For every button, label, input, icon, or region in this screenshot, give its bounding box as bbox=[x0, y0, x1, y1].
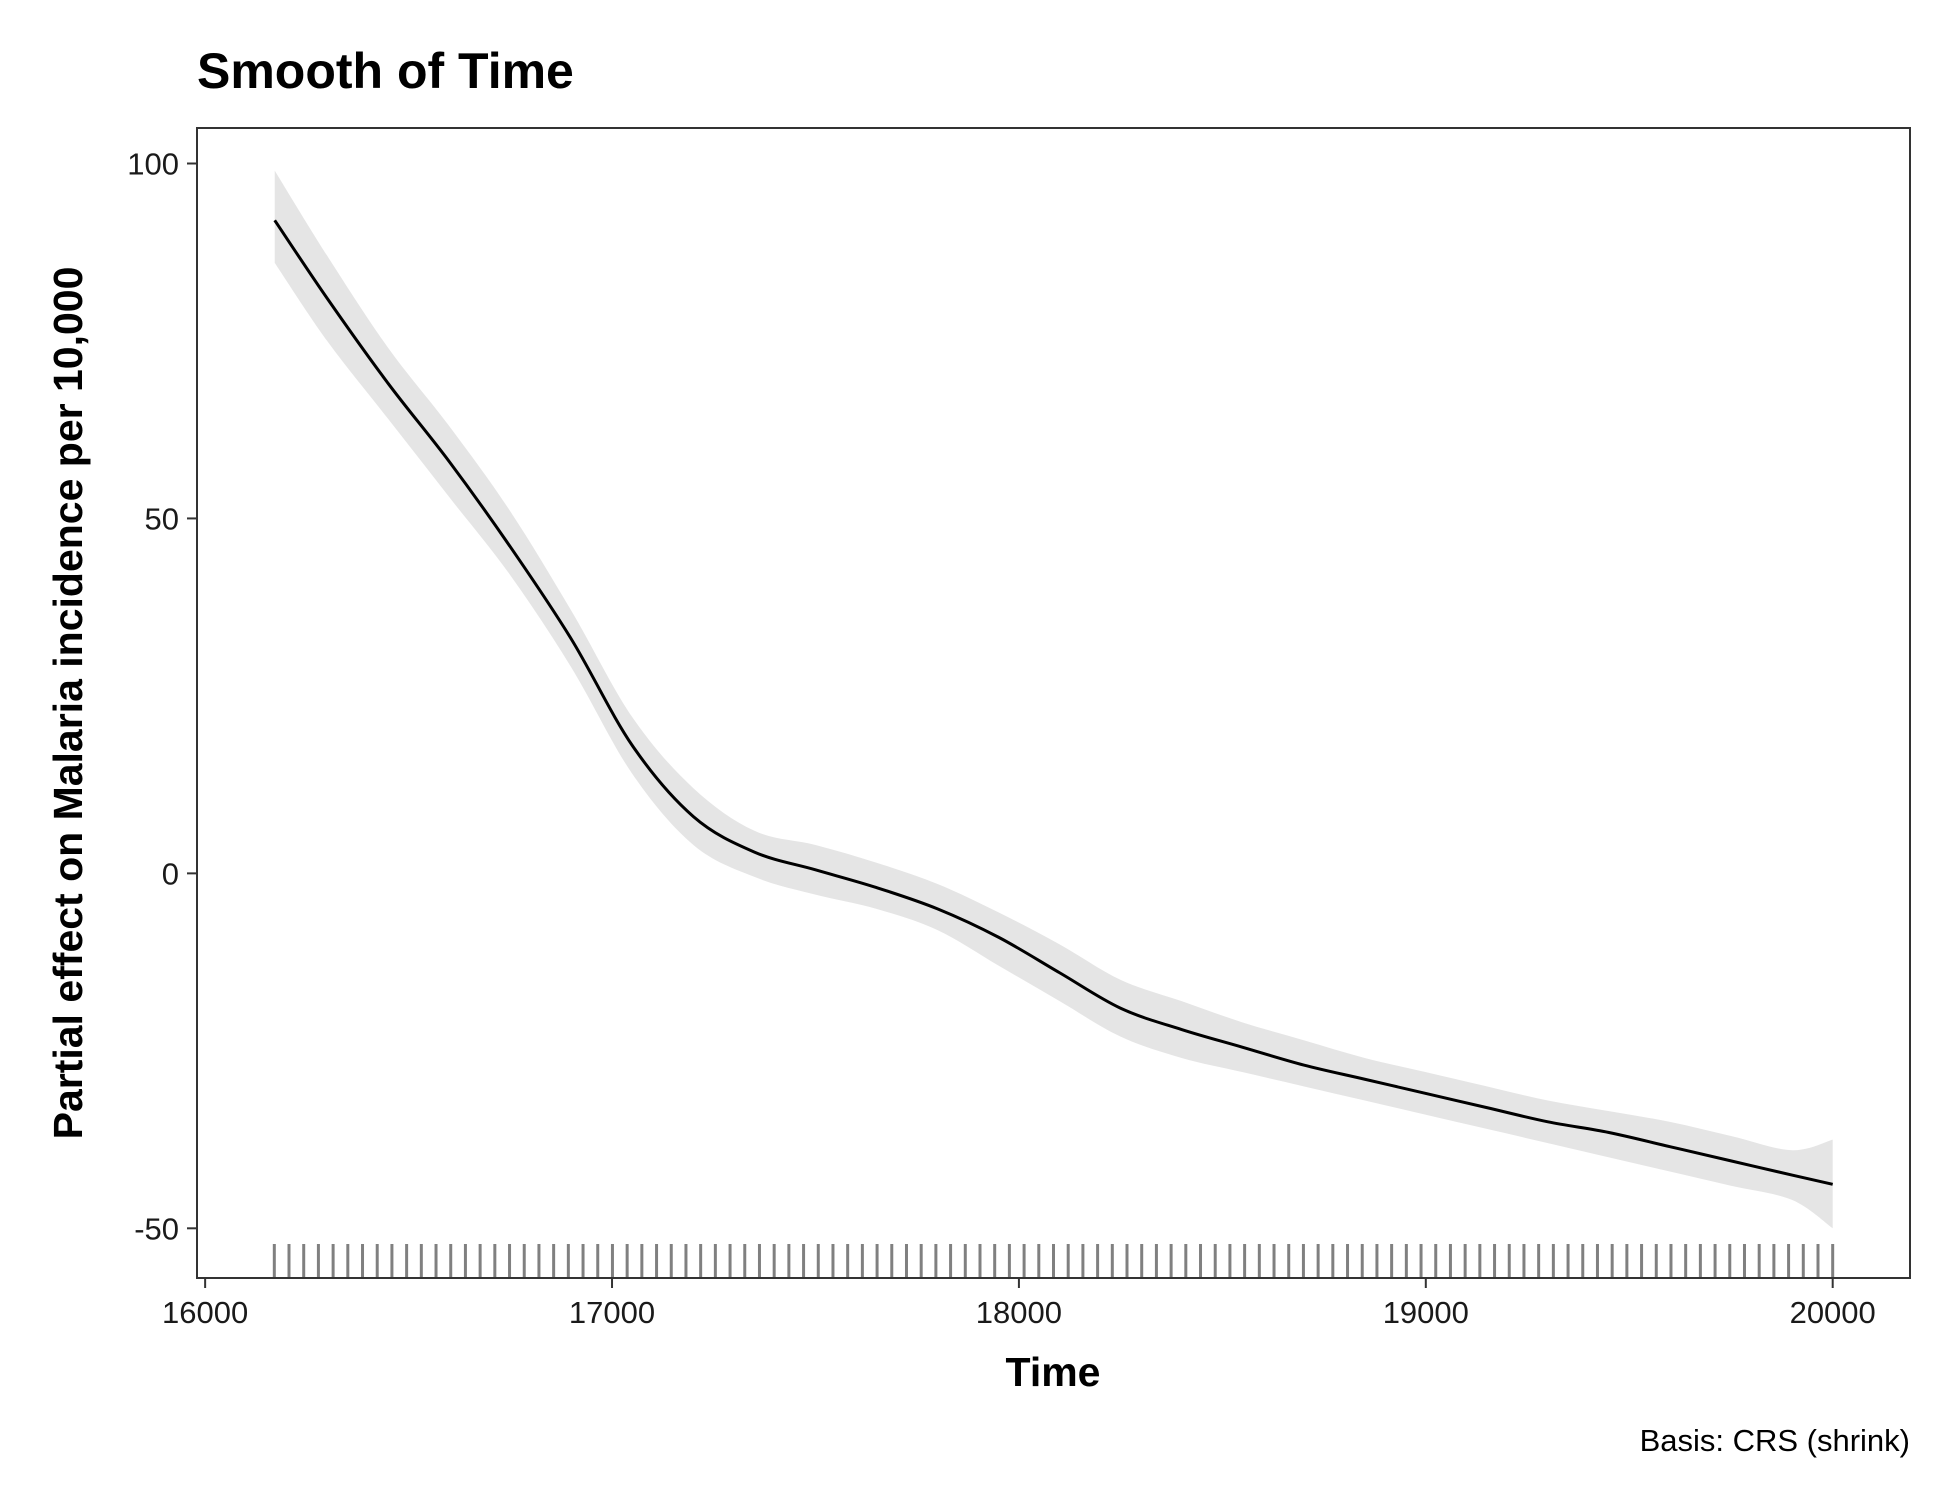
x-tick-label: 16000 bbox=[162, 1295, 248, 1330]
x-tick-label: 19000 bbox=[1383, 1295, 1469, 1330]
y-axis: -50 0 50 100 bbox=[127, 146, 197, 1246]
x-axis: 16000 17000 18000 19000 20000 bbox=[162, 1278, 1876, 1330]
y-tick-label: 100 bbox=[127, 146, 179, 181]
x-tick-label: 17000 bbox=[569, 1295, 655, 1330]
y-tick-label: 50 bbox=[145, 501, 179, 536]
confidence-band bbox=[274, 170, 1833, 1229]
x-tick-label: 20000 bbox=[1790, 1295, 1876, 1330]
smooth-line bbox=[273, 219, 1834, 1186]
y-tick-label: 0 bbox=[162, 856, 179, 891]
rug-layer bbox=[272, 1244, 1835, 1278]
plot-panel-border bbox=[196, 127, 1911, 1279]
smooth-line-layer bbox=[273, 219, 1834, 1186]
chart-caption: Basis: CRS (shrink) bbox=[1640, 1423, 1910, 1458]
chart-title: Smooth of Time bbox=[197, 43, 574, 99]
y-tick-label: -50 bbox=[134, 1211, 179, 1246]
y-axis-title: Partial effect on Malaria incidence per … bbox=[45, 267, 91, 1140]
confidence-band-layer bbox=[274, 170, 1833, 1229]
x-axis-title: Time bbox=[1006, 1349, 1101, 1395]
x-tick-label: 18000 bbox=[976, 1295, 1062, 1330]
